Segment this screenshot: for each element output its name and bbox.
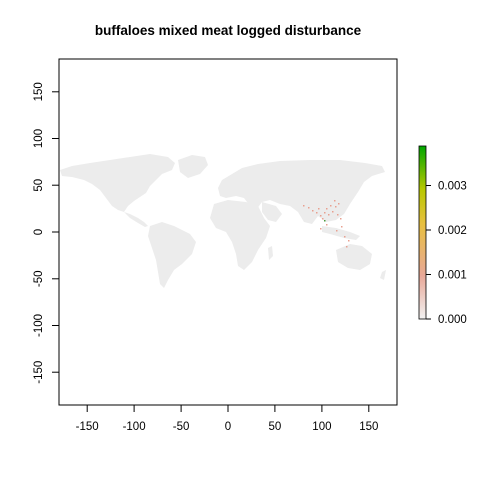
land-new-zealand bbox=[380, 270, 386, 280]
y-tick-label: 150 bbox=[33, 82, 45, 101]
land-australia bbox=[336, 244, 372, 270]
x-tick-label: -150 bbox=[76, 421, 99, 433]
y-tick-label: 50 bbox=[33, 179, 45, 192]
land-central-america bbox=[124, 212, 148, 227]
y-tick-label: -100 bbox=[33, 314, 45, 337]
plot-title: buffaloes mixed meat logged disturbance bbox=[95, 23, 362, 38]
x-tick-labels: -150 -100 -50 0 50 100 150 bbox=[76, 421, 379, 433]
x-tick-label: 50 bbox=[269, 421, 282, 433]
legend-tick-label: 0.002 bbox=[438, 225, 467, 237]
y-tick-labels: 150 100 50 0 -50 -100 -150 bbox=[33, 82, 45, 384]
legend-color-bar bbox=[418, 145, 427, 320]
y-tick-label: -150 bbox=[33, 361, 45, 384]
land-greenland bbox=[178, 155, 208, 178]
land-africa bbox=[210, 200, 270, 270]
land-eurasia bbox=[218, 160, 385, 224]
x-tick-label: 0 bbox=[225, 421, 231, 433]
land-south-america bbox=[148, 222, 196, 288]
y-axis bbox=[52, 91, 60, 373]
x-tick-label: -50 bbox=[173, 421, 190, 433]
x-tick-label: 100 bbox=[312, 421, 331, 433]
y-tick-label: 0 bbox=[33, 229, 45, 235]
legend-ticks bbox=[426, 185, 431, 320]
legend-tick-label: 0.001 bbox=[438, 270, 467, 282]
legend-tick-labels: 0.003 0.002 0.001 0.000 bbox=[438, 181, 467, 327]
land-se-asia-islands bbox=[322, 226, 360, 240]
legend-tick-label: 0.003 bbox=[438, 181, 467, 193]
y-tick-label: 100 bbox=[33, 129, 45, 148]
land-layer bbox=[60, 154, 386, 288]
land-arabia bbox=[262, 202, 282, 222]
legend-tick-label: 0.000 bbox=[438, 314, 467, 326]
x-tick-label: 150 bbox=[359, 421, 378, 433]
density-layer bbox=[303, 200, 350, 248]
x-axis bbox=[86, 404, 370, 412]
density-peak-cell bbox=[324, 220, 326, 222]
land-madagascar bbox=[268, 246, 273, 260]
y-tick-label: -50 bbox=[33, 270, 45, 287]
x-tick-label: -100 bbox=[123, 421, 146, 433]
land-north-america bbox=[60, 154, 175, 212]
